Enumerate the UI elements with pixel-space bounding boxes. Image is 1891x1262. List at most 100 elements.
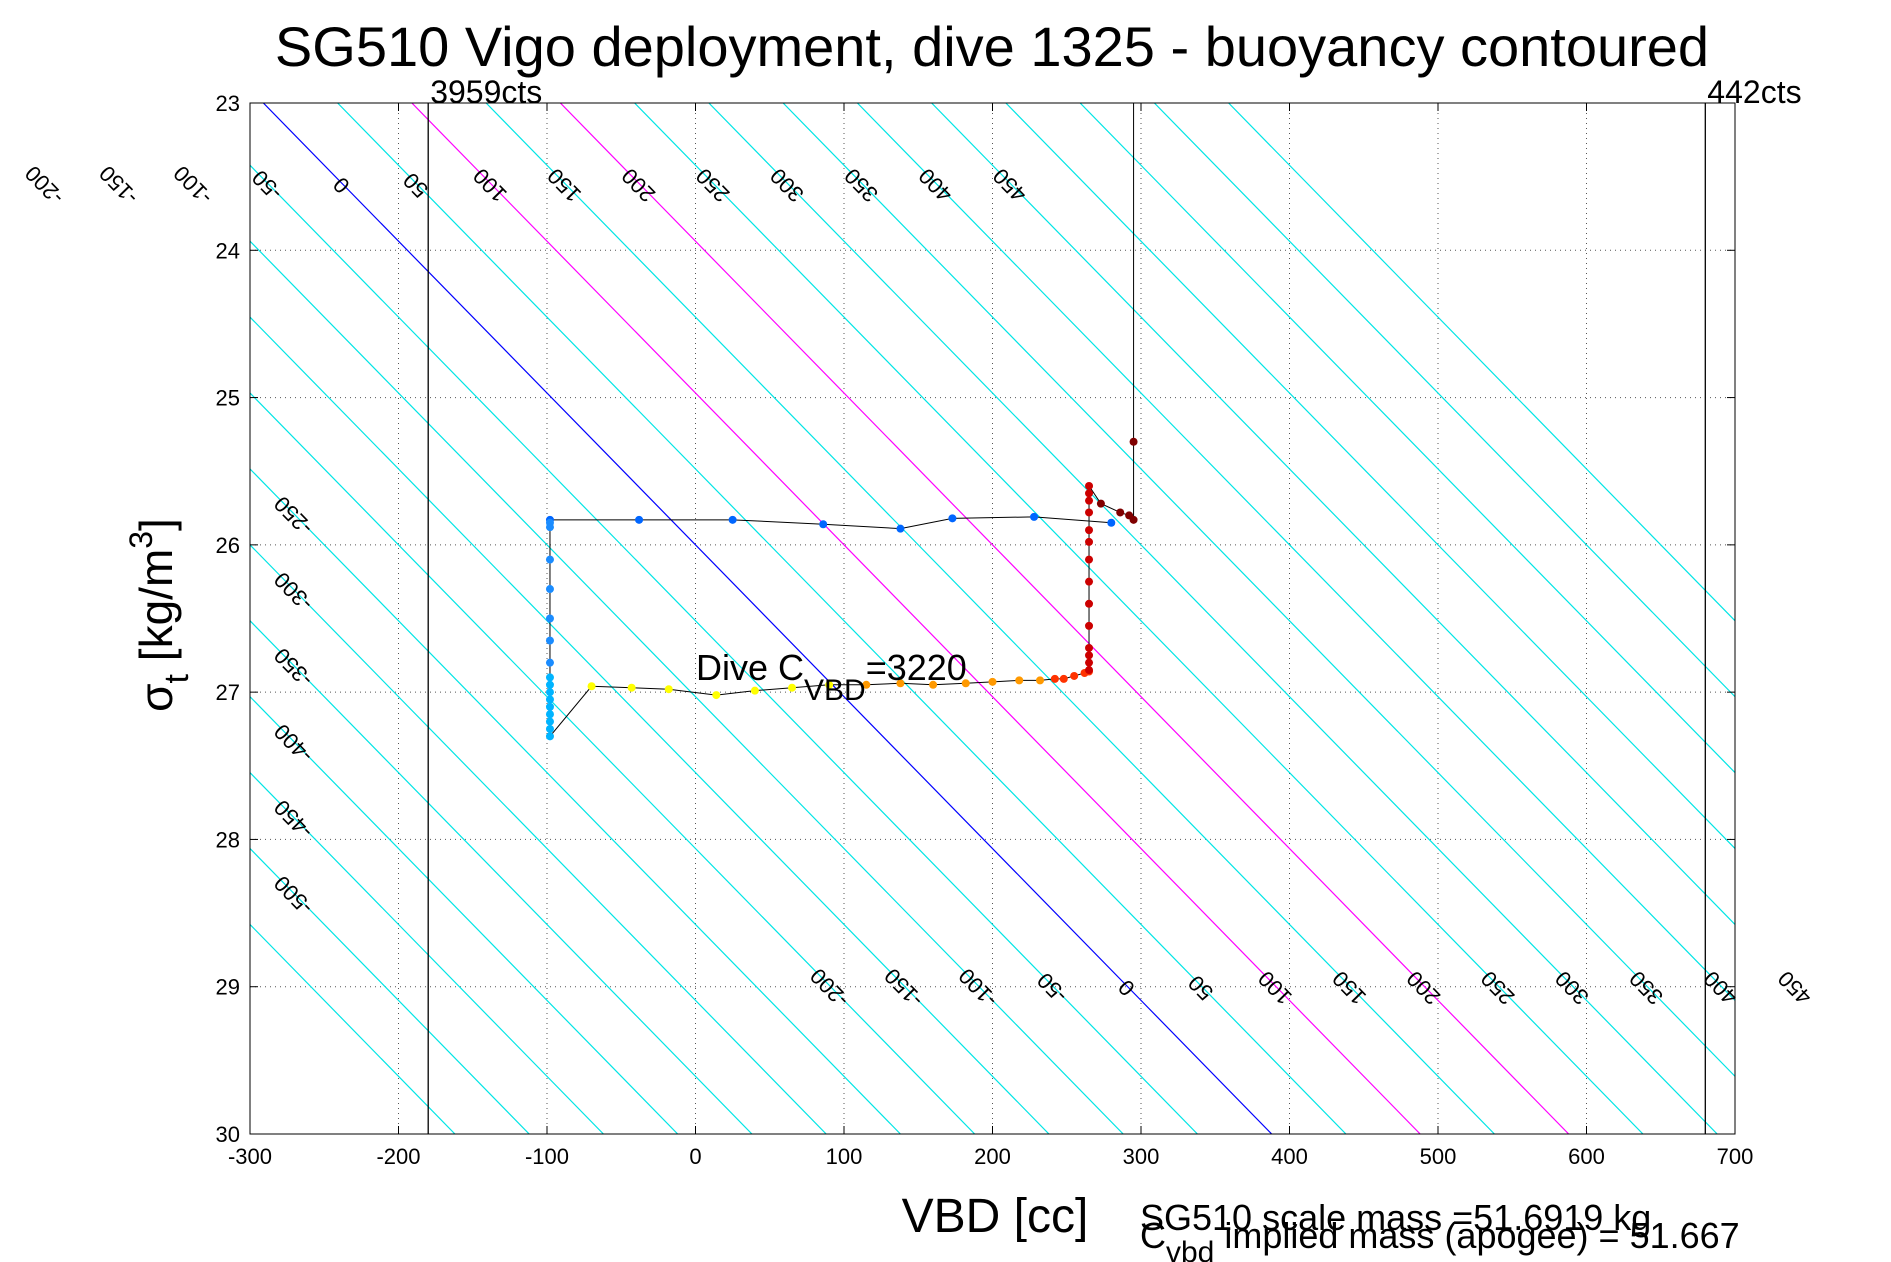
data-point xyxy=(1085,666,1094,675)
y-axis-label-sub: t xyxy=(158,673,196,683)
x-tick-label: 0 xyxy=(689,1144,701,1169)
data-point xyxy=(1085,526,1094,535)
vbd-limit-lines xyxy=(427,103,1706,1134)
data-point xyxy=(1085,658,1094,667)
data-point xyxy=(545,717,554,726)
buoyancy-contour-line xyxy=(250,695,679,1134)
data-point xyxy=(1085,496,1094,505)
y-tick-label: 29 xyxy=(216,975,240,1000)
contour-label: 450 xyxy=(1773,966,1817,1010)
data-point xyxy=(1030,512,1039,521)
data-point xyxy=(545,732,554,741)
vbd-limit-label-right: 442cts xyxy=(1707,74,1801,110)
dive-data xyxy=(545,437,1138,741)
data-point xyxy=(545,523,554,532)
data-point xyxy=(1085,481,1094,490)
data-point xyxy=(948,514,957,523)
y-axis-label-close: ] xyxy=(130,518,182,531)
dive-cvbd-label: Dive CVBD=3220 xyxy=(696,647,967,707)
data-point xyxy=(988,677,997,686)
x-tick-label: 500 xyxy=(1420,1144,1457,1169)
data-point xyxy=(545,680,554,689)
contour-label: -200 xyxy=(20,161,69,210)
x-tick-label: 400 xyxy=(1271,1144,1308,1169)
dive-cvbd-sub: VBD xyxy=(804,674,866,707)
data-point xyxy=(961,679,970,688)
data-point xyxy=(545,658,554,667)
x-tick-label: -100 xyxy=(525,1144,569,1169)
data-point xyxy=(545,555,554,564)
data-point xyxy=(545,673,554,682)
data-point xyxy=(1107,518,1116,527)
chart-title: SG510 Vigo deployment, dive 1325 - buoya… xyxy=(275,15,1709,78)
data-point xyxy=(788,683,797,692)
data-point xyxy=(750,686,759,695)
data-point xyxy=(587,682,596,691)
implied-mass-label: Cvbd implied mass (apogee) = 51.667 xyxy=(1140,1215,1740,1262)
data-point xyxy=(627,683,636,692)
buoyancy-contour-line xyxy=(250,619,753,1134)
buoyancy-contour-line xyxy=(250,468,901,1134)
data-point xyxy=(1085,643,1094,652)
buoyancy-contour-line xyxy=(250,543,827,1134)
y-tick-label: 23 xyxy=(216,91,240,116)
buoyancy-contours xyxy=(250,103,1735,1134)
data-point xyxy=(825,680,834,689)
buoyancy-contour-line xyxy=(1153,103,1735,698)
buoyancy-contour-line xyxy=(931,103,1735,926)
data-point xyxy=(1085,599,1094,608)
data-point xyxy=(1036,676,1045,685)
buoyancy-contour-line xyxy=(337,103,1347,1134)
buoyancy-contour-line xyxy=(782,103,1735,1078)
data-point xyxy=(545,585,554,594)
y-tick-label: 28 xyxy=(216,827,240,852)
data-point xyxy=(545,614,554,623)
buoyancy-contour-line xyxy=(250,847,530,1134)
y-tick-label: 24 xyxy=(216,238,240,263)
y-tick-label: 30 xyxy=(216,1122,240,1147)
x-tick-label: 600 xyxy=(1568,1144,1605,1169)
data-point xyxy=(1085,621,1094,630)
x-tick-label: 100 xyxy=(826,1144,863,1169)
y-axis-label: σt [kg/m3] xyxy=(123,518,196,712)
buoyancy-contour-line xyxy=(250,316,1050,1134)
buoyancy-contour-line xyxy=(250,240,1124,1134)
y-tick-label: 26 xyxy=(216,533,240,558)
buoyancy-contour-line xyxy=(634,103,1644,1134)
buoyancy-contour-line xyxy=(856,103,1735,1002)
x-tick-label: 200 xyxy=(974,1144,1011,1169)
buoyancy-contour-line xyxy=(1228,103,1735,622)
buoyancy-contour-line xyxy=(250,392,976,1134)
buoyancy-contour-line xyxy=(250,923,456,1134)
data-point xyxy=(545,710,554,719)
buoyancy-contour-line xyxy=(411,103,1421,1134)
data-point xyxy=(896,679,905,688)
data-point xyxy=(545,702,554,711)
scale-mass-label: SG510 scale mass =51.6919 kg xyxy=(1140,1197,1651,1238)
data-point xyxy=(819,520,828,529)
data-point xyxy=(1085,537,1094,546)
buoyancy-contour-line xyxy=(250,771,604,1134)
data-point xyxy=(896,524,905,533)
data-point xyxy=(664,685,673,694)
data-point xyxy=(1070,671,1079,680)
x-tick-label: -300 xyxy=(228,1144,272,1169)
data-point xyxy=(545,688,554,697)
axis-ticks: -300 -200 -100 0 100 200 300 400 500 600 700 23 24 25… xyxy=(216,91,1754,1169)
y-tick-label: 25 xyxy=(216,386,240,411)
data-point xyxy=(712,691,721,700)
buoyancy-contour-line xyxy=(485,103,1495,1134)
data-point xyxy=(545,636,554,645)
implied-mass-text: implied mass (apogee) = 51.667 xyxy=(1214,1215,1739,1256)
x-axis-label: VBD [cc] xyxy=(902,1190,1089,1243)
data-point xyxy=(929,680,938,689)
data-point xyxy=(1085,555,1094,564)
data-point xyxy=(1015,676,1024,685)
buoyancy-contour-line xyxy=(1079,103,1735,774)
contour-label: -100 xyxy=(169,161,218,210)
x-tick-label: 300 xyxy=(1123,1144,1160,1169)
data-point xyxy=(728,515,737,524)
y-tick-label: 27 xyxy=(216,680,240,705)
data-point xyxy=(1129,515,1138,524)
